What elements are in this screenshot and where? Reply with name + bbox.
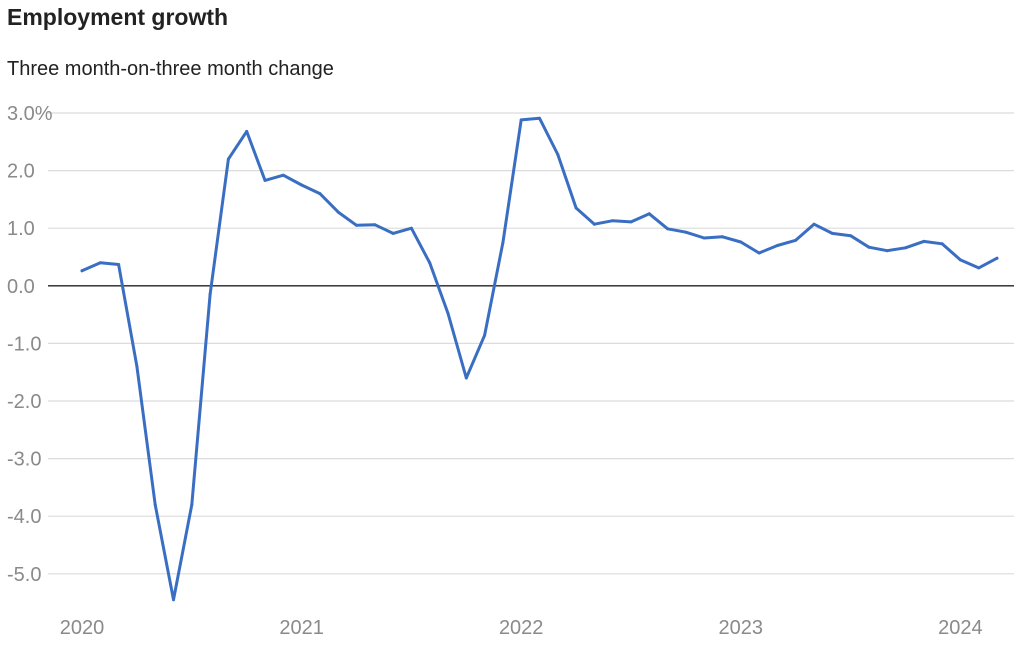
data-point [812,222,816,226]
data-point [153,503,157,507]
data-point [958,258,962,262]
data-point [318,192,322,196]
data-point [830,231,834,235]
data-point [172,598,175,602]
y-tick-label: 1.0 [7,218,35,240]
data-point [483,333,487,337]
y-tick-label: -5.0 [7,564,41,586]
data-point [702,236,706,240]
data-point [757,251,761,255]
data-point [574,206,578,210]
x-tick-label: 2021 [279,617,324,639]
data-point [245,129,249,133]
data-point [373,223,377,227]
data-point [226,157,230,161]
data-point [391,231,395,235]
y-tick-label: 2.0 [7,161,35,183]
data-point [775,244,779,247]
data-point [666,227,670,231]
data-point [721,235,724,239]
data-point [117,263,121,266]
data-point [428,261,432,265]
x-tick-label: 2023 [719,617,764,639]
data-point [208,292,212,296]
data-point [629,220,633,224]
x-tick-label: 2024 [938,617,983,639]
data-point [611,219,615,223]
data-point [501,241,505,245]
y-axis-ticks: 3.0% 2.0 1.0 0.0 -1.0 -2.0 -3.0 -4.0 -5.0 [7,103,53,586]
x-tick-label: 2022 [499,617,544,639]
data-point [538,116,541,120]
chart-title: Employment growth [7,4,229,30]
data-point [519,118,523,122]
data-point [684,230,688,234]
y-tick-label: -3.0 [7,449,41,471]
gridlines [48,112,1014,575]
data-point [940,242,944,246]
data-point [904,246,907,250]
series-line [80,116,999,602]
data-point [794,238,798,242]
data-point [922,239,926,243]
data-point [281,173,285,177]
data-point [300,183,304,187]
data-point [995,256,999,260]
y-tick-label: 0.0 [7,276,35,298]
data-point [849,234,853,238]
y-tick-label: -2.0 [7,391,41,413]
data-point [135,364,139,368]
data-point [977,266,981,270]
data-point [355,223,358,227]
chart-subtitle: Three month-on-three month change [7,58,334,80]
x-axis-ticks: 2020 2021 2022 2023 2024 [60,617,983,639]
data-point [592,222,596,226]
data-point [464,376,468,380]
y-tick-label: 3.0% [7,103,53,125]
data-point [336,210,340,214]
series-layer [80,116,999,602]
x-tick-label: 2020 [60,617,105,639]
data-point [556,153,560,156]
data-point [739,240,743,244]
data-point [647,212,651,216]
data-point [885,249,889,253]
data-point [80,269,84,273]
y-tick-label: -4.0 [7,506,41,528]
data-point [867,245,871,249]
data-point [190,503,194,507]
data-point [446,311,450,315]
data-point [98,261,102,265]
y-tick-label: -1.0 [7,333,41,355]
data-point [409,226,413,230]
data-point [263,178,267,182]
